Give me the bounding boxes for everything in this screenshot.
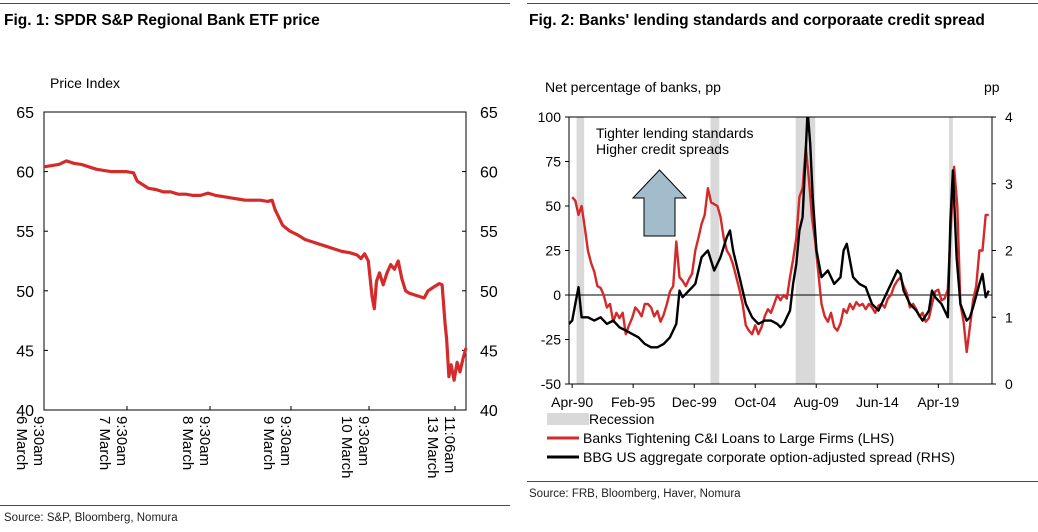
x-tick-label: 9:30am9 March (260, 416, 294, 470)
x-tick-label: 9:30am8 March (179, 416, 213, 470)
up-arrow-icon (631, 169, 688, 237)
bottom-rule (0, 505, 510, 506)
figure-1: Fig. 1: SPDR S&P Regional Bank ETF price… (0, 0, 510, 532)
y-tick-label-right: 40 (480, 403, 498, 420)
y-tick-label-left: 65 (16, 105, 34, 122)
x-tick-label: Feb-95 (611, 394, 656, 410)
y-tick-label-right: 45 (480, 343, 498, 360)
plot-frame (568, 116, 993, 385)
x-tick-label-line: 9:30am (355, 416, 372, 466)
y-tick-label-right: 60 (480, 165, 498, 182)
x-tick-label: Oct-04 (734, 394, 776, 410)
x-tick-label-line: 13 March (424, 416, 441, 479)
y-axis-label-left: Net percentage of banks, pp (545, 79, 721, 95)
legend-label-recession: Recession (589, 411, 654, 427)
y-tick-label-left: 75 (545, 154, 561, 170)
y-tick-label-left: 25 (545, 243, 561, 259)
y-tick-label-right: 65 (480, 105, 498, 122)
y-tick-label-right: 4 (1005, 109, 1013, 125)
recession-band (710, 117, 720, 384)
y-tick-label-right: 55 (480, 224, 498, 241)
plot-frame (43, 111, 467, 411)
x-tick-label: 9:30am7 March (96, 416, 130, 470)
y-tick-label-left: 55 (16, 224, 34, 241)
y-tick-label-left: -50 (541, 376, 561, 392)
x-tick-label: Apr-19 (917, 394, 959, 410)
recession-band (949, 117, 953, 384)
x-tick-label-line: 11:06am (441, 416, 458, 473)
x-tick-label: Apr-90 (551, 394, 593, 410)
y-tick-label-left: 40 (16, 403, 34, 420)
lending-standards-line (571, 146, 989, 354)
figure-2: Fig. 2: Banks' lending standards and cor… (527, 0, 1038, 532)
x-tick-label-line: 10 March (338, 416, 355, 479)
legend-swatch-recession (547, 413, 589, 425)
y-tick-label-right: 0 (1005, 376, 1013, 392)
credit-spread-line (569, 117, 990, 349)
x-tick-label: Aug-09 (794, 394, 839, 410)
y-tick-label-left: 45 (16, 343, 34, 360)
legend-label-lending: Banks Tightening C&I Loans to Large Firm… (583, 430, 894, 446)
y-tick-label-right: 3 (1005, 176, 1013, 192)
etf-price-chart: Price Index 40 40 45 45 50 50 55 55 60 60 65 65 9:30a… (13, 75, 498, 479)
y-tick-label-left: 60 (16, 165, 34, 182)
y-tick-label-left: 100 (538, 109, 562, 125)
y-axis-label-right: pp (984, 79, 1000, 95)
bottom-rule (527, 481, 1038, 482)
y-tick-label-left: -25 (541, 332, 561, 348)
y-tick-label-right: 1 (1005, 309, 1013, 325)
y-tick-label-left: 50 (16, 284, 34, 301)
y-tick-label-left: 0 (553, 287, 561, 303)
annotation-line-1: Tighter lending standards (596, 125, 753, 141)
figure-1-source: Source: S&P, Bloomberg, Nomura (4, 512, 178, 524)
y-axis-label: Price Index (50, 75, 120, 91)
x-tick-label-line: 8 March (179, 416, 196, 470)
recession-band (576, 117, 585, 384)
x-tick-label-line: 7 March (96, 416, 113, 470)
etf-price-line (43, 159, 468, 382)
x-tick-label-line: 9 March (260, 416, 277, 470)
top-rule (0, 3, 510, 4)
annotation-line-2: Higher credit spreads (596, 141, 729, 157)
x-tick-label-line: 9:30am (196, 416, 213, 466)
figure-1-title: Fig. 1: SPDR S&P Regional Bank ETF price (4, 12, 320, 29)
lending-standards-chart: Net percentage of banks, pp pp -50 -25 0 25 50… (538, 79, 1013, 465)
x-tick-label: Jun-14 (856, 394, 899, 410)
figure-2-title: Fig. 2: Banks' lending standards and cor… (529, 12, 985, 29)
x-tick-label-line: 9:30am (113, 416, 130, 466)
series-group (569, 117, 990, 354)
y-tick-label-right: 50 (480, 284, 498, 301)
x-tick-label: Dec-99 (672, 394, 717, 410)
y-tick-label-left: 50 (545, 198, 561, 214)
x-tick-label-line: 6 March (13, 416, 30, 470)
figure-2-source: Source: FRB, Bloomberg, Haver, Nomura (529, 488, 741, 500)
legend-label-spread: BBG US aggregate corporate option-adjust… (583, 449, 955, 465)
x-tick-label: 9:30am10 March (338, 416, 372, 479)
y-tick-label-right: 2 (1005, 243, 1013, 259)
x-tick-label-line: 9:30am (30, 416, 47, 466)
x-tick-label: 11:06am13 March (424, 416, 458, 479)
x-tick-label-line: 9:30am (277, 416, 294, 466)
top-rule (527, 3, 1038, 4)
x-tick-label: 9:30am6 March (13, 416, 47, 470)
